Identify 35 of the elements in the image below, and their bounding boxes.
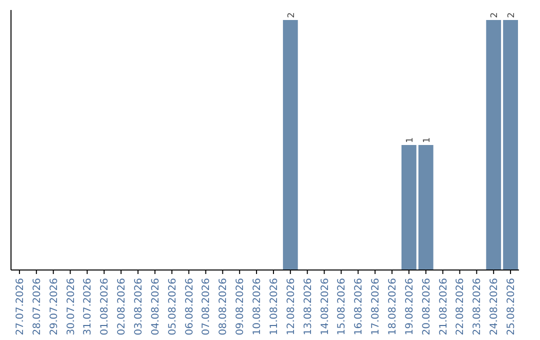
x-tick-label: 12.08.2026 bbox=[286, 278, 297, 336]
x-tick-label: 28.07.2026 bbox=[32, 278, 43, 336]
x-tick-label: 16.08.2026 bbox=[354, 278, 365, 336]
x-tick-label: 18.08.2026 bbox=[388, 278, 398, 336]
x-tick-label: 13.08.2026 bbox=[302, 278, 314, 336]
x-tick-label: 09.08.2026 bbox=[235, 278, 246, 336]
x-tick-label: 01.08.2026 bbox=[100, 278, 111, 336]
x-tick-label: 15.08.2026 bbox=[336, 278, 348, 336]
x-tick-label: 23.08.2026 bbox=[472, 278, 484, 336]
x-tick-label: 29.07.2026 bbox=[48, 278, 60, 336]
data-label: 1 bbox=[405, 137, 416, 143]
x-tick-label: 08.08.2026 bbox=[218, 278, 230, 336]
x-tick-label: 06.08.2026 bbox=[184, 278, 196, 336]
x-tick-label: 07.08.2026 bbox=[201, 278, 212, 336]
x-tick-label: 20.08.2026 bbox=[421, 278, 432, 336]
data-label: 2 bbox=[507, 12, 518, 18]
x-tick-label: 22.08.2026 bbox=[455, 278, 466, 336]
data-label: 2 bbox=[286, 12, 297, 18]
x-tick-label: 25.08.2026 bbox=[506, 278, 518, 336]
x-tick-label: 02.08.2026 bbox=[116, 278, 128, 336]
x-tick-label: 21.08.2026 bbox=[438, 278, 450, 336]
x-tick-label: 14.08.2026 bbox=[320, 278, 331, 336]
x-tick-label: 17.08.2026 bbox=[370, 278, 382, 336]
x-tick-label: 10.08.2026 bbox=[252, 278, 264, 336]
data-label: 1 bbox=[422, 137, 432, 143]
x-tick-label: 03.08.2026 bbox=[134, 278, 144, 336]
x-tick-label: 19.08.2026 bbox=[404, 278, 416, 336]
x-tick-label: 30.07.2026 bbox=[66, 278, 77, 336]
x-tick-label: 11.08.2026 bbox=[268, 278, 280, 336]
x-tick-label: 05.08.2026 bbox=[167, 278, 178, 336]
x-tick-label: 27.07.2026 bbox=[14, 278, 26, 336]
x-tick-label: 24.08.2026 bbox=[489, 278, 500, 336]
data-label: 2 bbox=[490, 12, 500, 18]
x-tick-label: 04.08.2026 bbox=[150, 278, 162, 336]
x-tick-label: 31.07.2026 bbox=[82, 278, 94, 336]
